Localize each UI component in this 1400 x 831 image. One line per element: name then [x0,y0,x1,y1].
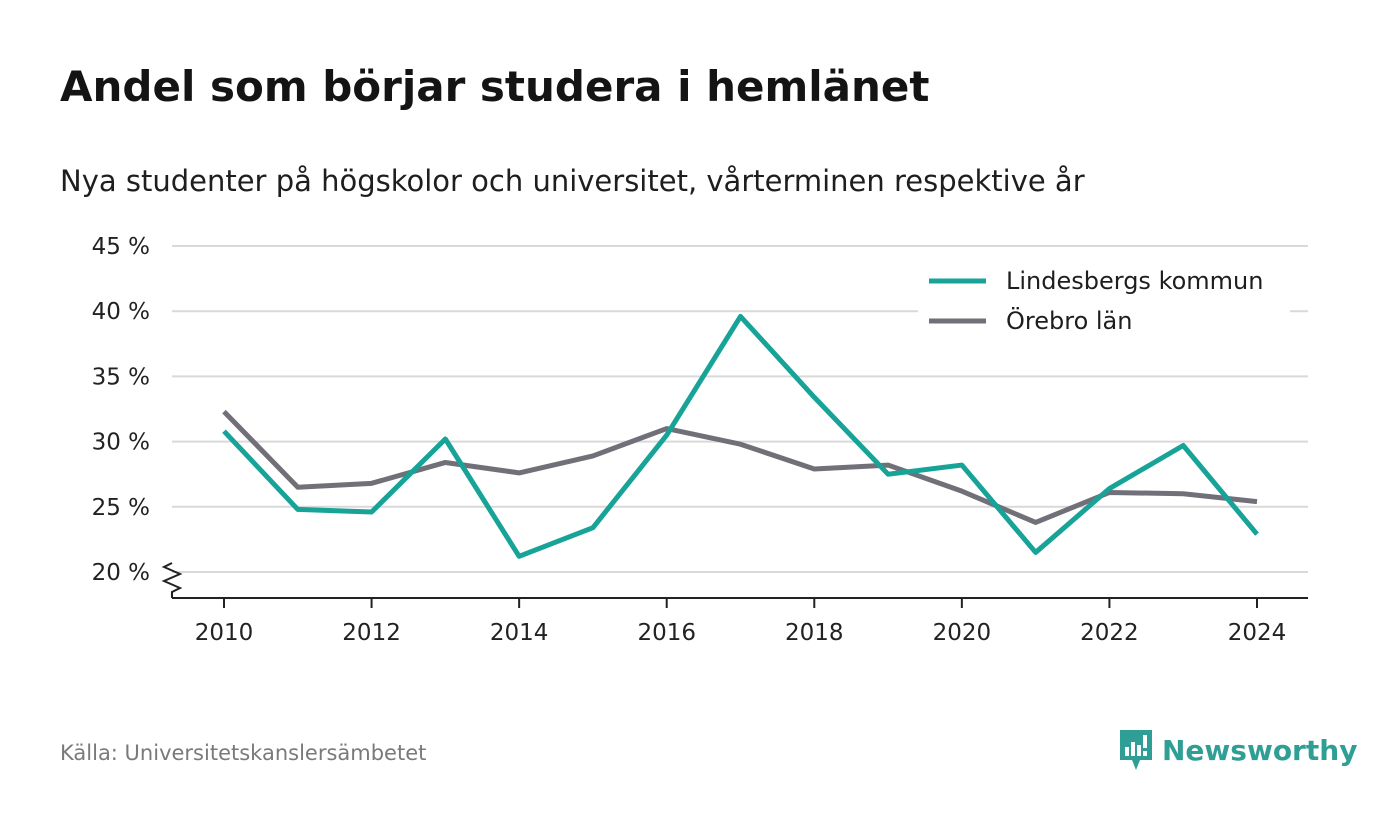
x-tick-label: 2018 [785,620,844,646]
newsworthy-logo-icon [1120,730,1152,770]
legend-label-2: Örebro län [1006,306,1132,335]
series-line-2 [222,409,1258,525]
x-tick-label: 2014 [490,620,549,646]
y-tick-label: 30 % [92,430,150,456]
x-tick-label: 2022 [1080,620,1139,646]
newsworthy-logo: Newsworthy [1118,728,1357,772]
axis-break-icon [161,562,183,598]
series-line-1 [222,313,1259,559]
x-tick-label: 2010 [195,620,254,646]
y-tick-label: 35 % [92,364,150,390]
y-tick-label: 45 % [92,234,150,260]
y-tick-label: 20 % [92,560,150,586]
x-tick-label: 2024 [1228,620,1287,646]
legend-label-1: Lindesbergs kommun [1006,267,1263,295]
y-tick-label: 25 % [92,495,150,521]
y-tick-label: 40 % [92,299,150,325]
source-note: Källa: Universitetskanslersämbetet [60,741,427,765]
x-tick-label: 2020 [933,620,992,646]
legend-background [918,262,1290,350]
newsworthy-logo-text: Newsworthy [1162,733,1358,767]
chart-title: Andel som börjar studera i hemlänet [60,62,930,111]
x-tick-label: 2016 [637,620,696,646]
chart-subtitle: Nya studenter på högskolor och universit… [60,164,1085,198]
x-tick-label: 2012 [342,620,401,646]
